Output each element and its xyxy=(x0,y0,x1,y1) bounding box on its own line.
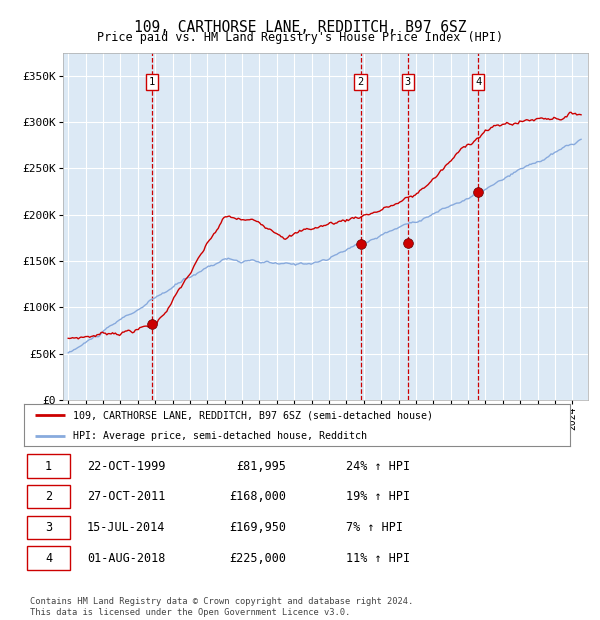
Text: 24% ↑ HPI: 24% ↑ HPI xyxy=(346,459,410,472)
Text: 1: 1 xyxy=(45,459,52,472)
Text: 15-JUL-2014: 15-JUL-2014 xyxy=(87,521,165,534)
Text: 3: 3 xyxy=(45,521,52,534)
Text: 01-AUG-2018: 01-AUG-2018 xyxy=(87,552,165,565)
FancyBboxPatch shape xyxy=(27,516,70,539)
Text: 27-OCT-2011: 27-OCT-2011 xyxy=(87,490,165,503)
Text: 22-OCT-1999: 22-OCT-1999 xyxy=(87,459,165,472)
Text: £225,000: £225,000 xyxy=(229,552,286,565)
Text: 19% ↑ HPI: 19% ↑ HPI xyxy=(346,490,410,503)
FancyBboxPatch shape xyxy=(27,485,70,508)
Text: 7% ↑ HPI: 7% ↑ HPI xyxy=(346,521,403,534)
Text: 4: 4 xyxy=(45,552,52,565)
Text: 11% ↑ HPI: 11% ↑ HPI xyxy=(346,552,410,565)
Text: Price paid vs. HM Land Registry's House Price Index (HPI): Price paid vs. HM Land Registry's House … xyxy=(97,31,503,44)
FancyBboxPatch shape xyxy=(27,546,70,570)
Text: HPI: Average price, semi-detached house, Redditch: HPI: Average price, semi-detached house,… xyxy=(73,432,367,441)
Text: 1: 1 xyxy=(149,78,155,87)
Text: £81,995: £81,995 xyxy=(236,459,286,472)
Text: 2: 2 xyxy=(358,78,364,87)
Text: 109, CARTHORSE LANE, REDDITCH, B97 6SZ (semi-detached house): 109, CARTHORSE LANE, REDDITCH, B97 6SZ (… xyxy=(73,410,433,420)
Text: £169,950: £169,950 xyxy=(229,521,286,534)
Text: 3: 3 xyxy=(405,78,411,87)
Text: Contains HM Land Registry data © Crown copyright and database right 2024.
This d: Contains HM Land Registry data © Crown c… xyxy=(30,598,413,617)
Text: 109, CARTHORSE LANE, REDDITCH, B97 6SZ: 109, CARTHORSE LANE, REDDITCH, B97 6SZ xyxy=(134,20,466,35)
FancyBboxPatch shape xyxy=(27,454,70,478)
Text: 2: 2 xyxy=(45,490,52,503)
Text: £168,000: £168,000 xyxy=(229,490,286,503)
Text: 4: 4 xyxy=(475,78,481,87)
